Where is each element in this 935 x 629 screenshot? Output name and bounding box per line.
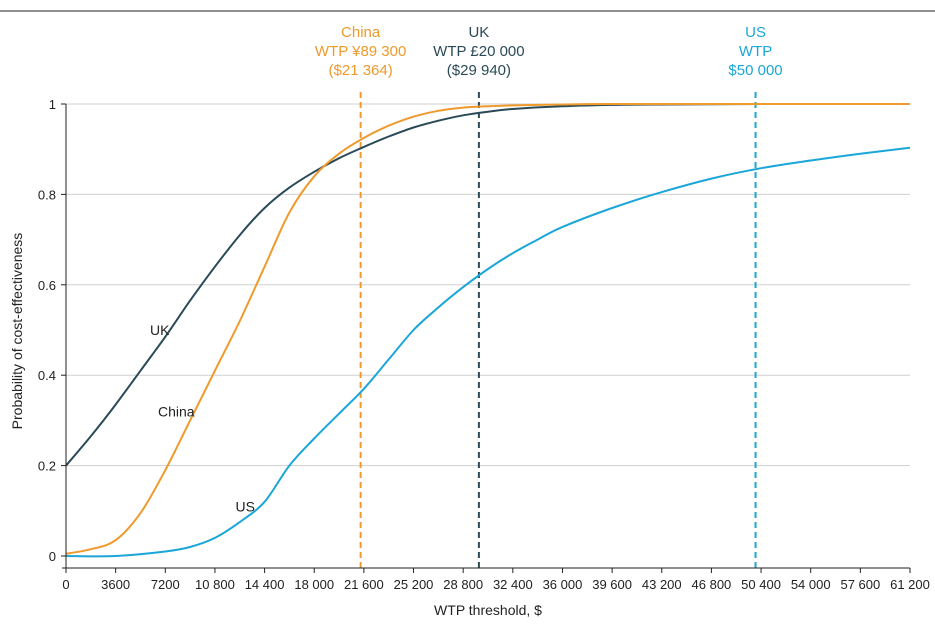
x-tick-label: 43 200 bbox=[642, 577, 682, 592]
threshold-label-line: China bbox=[341, 24, 381, 41]
x-tick-label: 50 400 bbox=[741, 577, 781, 592]
y-tick-label: 0.4 bbox=[38, 368, 56, 383]
x-tick-label: 36 000 bbox=[543, 577, 583, 592]
labels: UK China US bbox=[150, 322, 255, 514]
x-tick-label: 10 800 bbox=[195, 577, 235, 592]
y-tick-label: 0.8 bbox=[38, 187, 56, 202]
x-tick-label: 61 200 bbox=[890, 577, 930, 592]
threshold-label-line: ($29 940) bbox=[447, 62, 511, 79]
series-line-uk bbox=[65, 102, 911, 467]
x-tick-label: 25 200 bbox=[394, 577, 434, 592]
series-line-china bbox=[65, 102, 910, 555]
x-tick-label: 57 600 bbox=[840, 577, 880, 592]
series-line-us bbox=[65, 146, 911, 558]
y-tick-label: 0.2 bbox=[38, 459, 56, 474]
y-tick-label: 0 bbox=[49, 549, 56, 564]
threshold-label-line: WTP bbox=[739, 43, 772, 60]
x-tick-label: 39 600 bbox=[592, 577, 632, 592]
x-axis-title: WTP threshold, $ bbox=[434, 602, 542, 618]
grid-lines bbox=[66, 103, 910, 467]
y-axis-title: Probability of cost-effectiveness bbox=[9, 233, 25, 430]
series-label-china: China bbox=[158, 403, 195, 419]
x-tick-label: 0 bbox=[62, 577, 69, 592]
y-tick-label: 0.6 bbox=[38, 278, 56, 293]
y-tick-label: 1 bbox=[49, 97, 56, 112]
threshold-label-line: UK bbox=[468, 24, 489, 41]
threshold-lines: China WTP ¥89 300 ($21 364) UK WTP £20 000 ($… bbox=[315, 24, 783, 568]
x-tick-label: 28 800 bbox=[443, 577, 483, 592]
x-tick-label: 14 400 bbox=[245, 577, 285, 592]
series-label-us: US bbox=[236, 498, 255, 514]
x-tick-label: 21 600 bbox=[344, 577, 384, 592]
x-tick-label: 54 000 bbox=[791, 577, 831, 592]
x-tick-label: 7200 bbox=[151, 577, 180, 592]
x-tick-label: 3600 bbox=[101, 577, 130, 592]
x-tick-label: 18 000 bbox=[294, 577, 334, 592]
x-tick-label: 46 800 bbox=[692, 577, 732, 592]
threshold-label-line: WTP ¥89 300 bbox=[315, 43, 406, 60]
threshold-label-line: ($21 364) bbox=[329, 62, 393, 79]
series-label-uk: UK bbox=[150, 322, 170, 338]
axes: 0 0.2 0.4 0.6 0.8 1 0 3600 7200 10 800 14 400 18 00… bbox=[38, 97, 930, 592]
threshold-label-line: $50 000 bbox=[728, 62, 782, 79]
threshold-label-line: US bbox=[745, 24, 766, 41]
threshold-label-line: WTP £20 000 bbox=[433, 43, 524, 60]
series-lines bbox=[65, 102, 911, 558]
x-tick-label: 32 400 bbox=[493, 577, 533, 592]
